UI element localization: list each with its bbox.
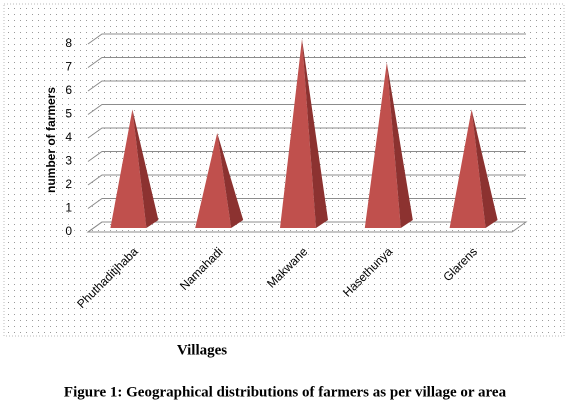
caption: Figure 1: Geographical distributions of … [64, 384, 507, 400]
y-axis-label: number of farmers [44, 87, 58, 193]
grid-line [87, 57, 526, 68]
bar-face [280, 39, 316, 228]
bar-face [110, 109, 147, 228]
y-tick-label: 1 [65, 201, 72, 215]
bar-face [471, 109, 498, 228]
y-tick-label: 7 [65, 60, 72, 74]
bar [364, 62, 413, 228]
y-tick-label: 8 [65, 36, 72, 50]
bar-face [132, 109, 159, 228]
bar [280, 39, 328, 228]
bar-face [195, 133, 232, 228]
y-tick-label: 5 [65, 107, 72, 121]
bar [449, 109, 498, 228]
y-tick-label: 4 [65, 130, 72, 144]
bar [110, 109, 159, 228]
bar-face [386, 62, 413, 228]
bar-face [302, 39, 328, 228]
y-tick-label: 6 [65, 83, 72, 97]
bar-face [217, 133, 244, 228]
x-axis-label: Villages [177, 342, 227, 358]
y-tick-label: 2 [65, 177, 72, 191]
bar-face [364, 62, 401, 228]
y-tick-label: 3 [65, 154, 72, 168]
bar-face [449, 109, 486, 228]
bar [195, 133, 244, 228]
y-tick-label: 0 [65, 224, 72, 238]
grid-line [87, 33, 526, 45]
